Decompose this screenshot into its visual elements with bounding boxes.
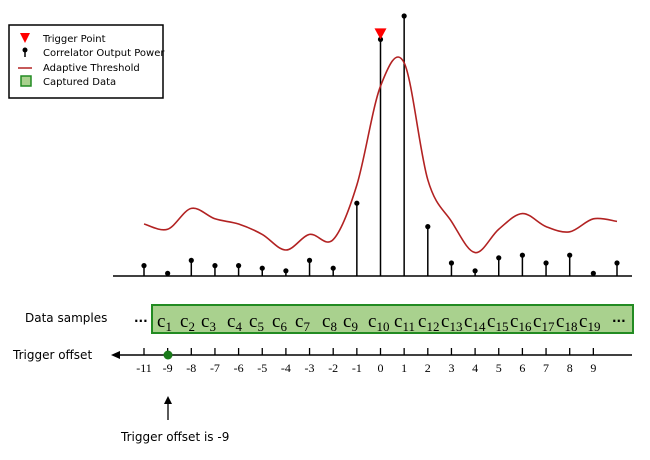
sample-c9: c9	[343, 311, 358, 334]
tick-label: -4	[281, 361, 291, 375]
ellipsis-left: ...	[134, 311, 148, 325]
sample-c4: c4	[227, 311, 242, 334]
offset-ticks: -11 -9 -8 -7 -6 -5 -4 -3 -2 -1 0 1 2 3 4 5 6 7 8 9	[136, 348, 596, 375]
sample-c1: c1	[157, 311, 172, 334]
stem-marker	[401, 13, 407, 19]
stem-marker	[543, 260, 549, 266]
tick-label: 1	[401, 361, 407, 375]
trigger-offset-annotation: Trigger offset is -9	[120, 430, 229, 444]
stem-marker-icon	[22, 47, 28, 57]
sample-c17: c17	[533, 311, 555, 334]
sample-c19: c19	[579, 311, 600, 334]
sample-c14: c14	[464, 311, 486, 334]
arrow-up-icon	[164, 396, 172, 404]
ellipsis-right: ...	[612, 311, 626, 325]
sample-c11: c11	[394, 311, 415, 334]
tick-label: -1	[352, 361, 362, 375]
green-box-icon	[20, 75, 32, 87]
stem-marker	[472, 268, 478, 274]
stem-marker	[306, 257, 313, 263]
sample-c16: c16	[510, 311, 532, 334]
trigger-offset-label: Trigger offset	[12, 348, 92, 362]
adaptive-threshold-line	[143, 56, 618, 254]
sample-c2: c2	[180, 311, 195, 334]
legend-box	[8, 24, 164, 99]
tick-label: 2	[425, 361, 431, 375]
legend-label: Captured Data	[43, 77, 116, 88]
stem-marker	[212, 263, 218, 269]
sample-c8: c8	[322, 311, 337, 334]
stem-marker	[283, 268, 289, 274]
legend: Trigger Point Correlator Output Power Ad…	[8, 24, 165, 99]
stem-marker	[519, 252, 526, 258]
red-triangle-icon	[20, 33, 30, 43]
stem-marker	[188, 257, 194, 263]
sample-c18: c18	[556, 311, 577, 334]
sample-c6: c6	[272, 311, 287, 334]
sample-c13: c13	[441, 311, 462, 334]
tick-label: -8	[186, 361, 196, 375]
tick-label: -5	[257, 361, 267, 375]
trigger-point-marker	[374, 28, 387, 40]
stem-marker	[448, 260, 455, 266]
stem-marker	[236, 263, 242, 269]
sample-c15: c15	[487, 311, 508, 334]
stems	[141, 13, 620, 276]
tick-label: -11	[136, 361, 152, 375]
stem-marker	[425, 224, 431, 230]
stem-marker	[165, 270, 171, 276]
tick-label: 8	[567, 361, 573, 375]
tick-label: 5	[496, 361, 502, 375]
stem-marker	[141, 263, 147, 269]
tick-label: 7	[543, 361, 549, 375]
legend-label: Adaptive Threshold	[43, 63, 140, 74]
stem-marker	[614, 260, 620, 266]
tick-label: -3	[305, 361, 315, 375]
stem-marker	[496, 255, 502, 261]
tick-label: -9	[163, 361, 173, 375]
tick-label: 3	[448, 361, 454, 375]
captured-data-box	[151, 304, 634, 334]
sample-c5: c5	[249, 311, 264, 334]
stem-marker	[330, 265, 336, 271]
data-samples-label: Data samples	[25, 311, 107, 325]
sample-c7: c7	[295, 311, 310, 334]
offset-marker-dot	[163, 350, 173, 360]
tick-label: -2	[328, 361, 338, 375]
tick-label: -7	[210, 361, 220, 375]
legend-label: Trigger Point	[42, 34, 106, 45]
stem-marker	[259, 265, 265, 271]
tick-label: 6	[519, 361, 525, 375]
stem-marker	[590, 270, 596, 276]
sample-c10: c10	[368, 311, 389, 334]
arrow-left-icon	[111, 351, 120, 359]
tick-label: 0	[378, 361, 384, 375]
tick-label: 9	[590, 361, 596, 375]
captured-samples: c1 c2 c3 c4 c5 c6 c7 c8 c9 c10 c11 c12 c13 c14 c15 c16 c…	[157, 311, 600, 334]
stem-marker	[567, 252, 573, 258]
sample-c12: c12	[418, 311, 439, 334]
tick-label: 4	[472, 361, 478, 375]
tick-label: -6	[234, 361, 244, 375]
legend-label: Correlator Output Power	[43, 48, 165, 59]
sample-c3: c3	[201, 311, 216, 334]
stem-marker	[354, 200, 360, 206]
